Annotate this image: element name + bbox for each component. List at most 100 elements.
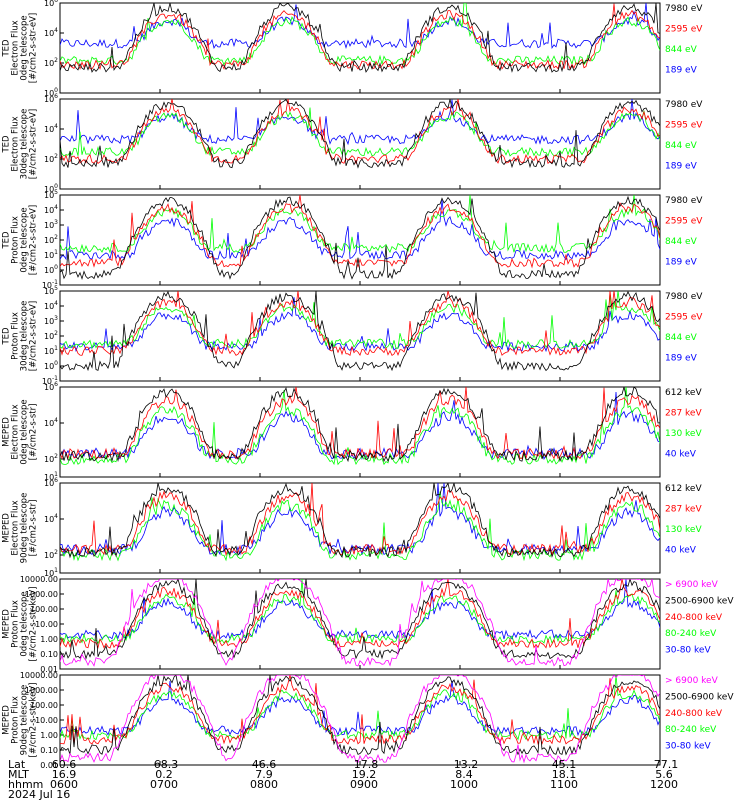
y-tick-label: 104 [44, 300, 58, 311]
y-tick-label: 102 [44, 549, 58, 560]
footer-mlt-value: 8.4 [455, 768, 473, 781]
legend-entry: 130 keV [665, 429, 702, 439]
y-axis-label: MEPED Electron Flux 0deg telescope [#/cm2-s… [2, 399, 39, 464]
y-tick-label: 101 [44, 345, 58, 356]
footer-hhmm-value: 1200 [650, 778, 678, 791]
series-line-green [60, 107, 660, 157]
legend-entry: 7980 eV [665, 4, 703, 14]
y-tick-label: 101 [44, 567, 58, 578]
footer-hhmm-value: 0700 [150, 778, 178, 791]
y-axis-label-line: MEPED [2, 417, 12, 447]
y-tick-label: 0.01 [40, 761, 58, 770]
y-tick-label: 10000.00 [20, 575, 58, 584]
footer-mlt-value: 7.9 [255, 768, 273, 781]
y-axis-label: TED Electron Flux 30deg telescope [#/cm2-s-… [2, 109, 39, 180]
y-axis-label-line: TED [2, 327, 12, 346]
y-tick-label: 1.00 [40, 635, 58, 644]
legend-entry: 2595 eV [665, 25, 703, 35]
series-line-blue [60, 200, 660, 261]
legend-entry: 189 eV [665, 66, 698, 76]
y-tick-label: 10.00 [35, 620, 58, 629]
legend-entry: 287 keV [665, 505, 702, 515]
y-tick-label: 103 [44, 219, 58, 230]
series-line-red [60, 3, 660, 71]
footer-mlt-value: 19.2 [352, 768, 377, 781]
legend-entry: 189 eV [665, 162, 698, 172]
y-tick-label: 1000.00 [25, 590, 58, 599]
y-tick-label: 10000.00 [20, 671, 58, 680]
legend-entry: 7980 eV [665, 292, 703, 302]
chart-panel-8: 0.01 0.10 1.00 10.00 100.00 1000.00 10000.00 ME… [2, 671, 735, 770]
y-axis-label-line: Proton Flux [11, 312, 21, 360]
y-axis-label: MEPED Proton Flux 0deg telescope [#/cm2-s-s… [2, 587, 39, 662]
series-line-green [60, 195, 660, 254]
y-tick-label: 0.10 [40, 746, 58, 755]
legend-entry: 80-240 keV [665, 725, 717, 735]
y-tick-label: 0.01 [40, 665, 58, 674]
y-axis-label-line: 0deg telescope [20, 399, 30, 464]
y-tick-label: 105 [44, 189, 58, 200]
series-line-black [60, 675, 660, 756]
y-tick-label: 1.00 [40, 731, 58, 740]
legend-entry: 2595 eV [665, 313, 703, 323]
y-tick-label: 104 [44, 513, 58, 524]
chart-panel-6: 101 102 104 106 MEPED Electron Flux 90deg tele… [2, 477, 703, 578]
footer-hhmm-value: 1000 [450, 778, 478, 791]
footer-hhmm-value: 0800 [250, 778, 278, 791]
legend-entry: 844 eV [665, 45, 698, 55]
footer-hhmm-value: 0600 [50, 778, 78, 791]
y-tick-label: 100 [44, 87, 58, 98]
series-line-blue [60, 680, 660, 737]
legend-entry: 130 keV [665, 525, 702, 535]
legend-entry: 240-800 keV [665, 613, 723, 623]
y-tick-label: 106 [44, 477, 58, 488]
y-tick-label: 102 [44, 57, 58, 68]
series-line-black [60, 579, 660, 660]
legend-entry: 844 eV [665, 333, 698, 343]
legend-entry: 844 eV [665, 237, 698, 247]
y-axis-label-line: 90deg telescope [20, 493, 30, 564]
series-line-red [60, 195, 660, 269]
footer-mlt-value: 18.1 [552, 768, 577, 781]
series-line-magenta [60, 675, 660, 764]
y-axis-label-line: [#/cm2-s-str] [29, 404, 39, 461]
y-tick-label: 106 [44, 381, 58, 392]
y-tick-label: 103 [44, 315, 58, 326]
y-tick-label: 100 [44, 183, 58, 194]
chart-panel-2: 100 102 104 106 TED Electron Flux 30deg telesc… [2, 93, 704, 194]
y-axis-label-line: 0deg telescope [20, 207, 30, 272]
footer-lat-value: 60.6 [52, 758, 77, 771]
series-line-blue [60, 483, 660, 556]
series-line-black [60, 3, 660, 73]
plot-frame [59, 482, 661, 574]
y-axis-label-line: Proton Flux [11, 600, 21, 648]
footer-mlt-value: 16.9 [52, 768, 77, 781]
legend-entry: 2500-6900 keV [665, 596, 734, 606]
series-line-green [60, 387, 660, 466]
footer-hhmm-value: 1100 [550, 778, 578, 791]
series-line-green [60, 579, 660, 644]
chart-panel-7: 0.01 0.10 1.00 10.00 100.00 1000.00 10000.00 ME… [2, 575, 735, 674]
y-axis-label-line: Electron Flux [11, 20, 21, 75]
y-axis-label-line: Electron Flux [11, 116, 21, 171]
footer-label-hhmm: hhmm [8, 778, 43, 791]
y-axis-label-line: Electron Flux [11, 500, 21, 555]
series-line-red [60, 99, 660, 165]
y-axis-label-line: 0deg telescope [20, 591, 30, 656]
y-axis-label-line: Electron Flux [11, 404, 21, 459]
series-line-black [60, 99, 660, 169]
y-axis-label-line: TED [2, 231, 12, 250]
series-line-green [60, 491, 660, 562]
footer-lat-value: -17.8 [350, 758, 378, 771]
series-line-red [60, 579, 660, 649]
y-axis-label-line: MEPED [2, 609, 12, 639]
y-axis-label-line: 0deg telescope [20, 15, 30, 80]
y-axis-label-line: 90deg telescope [20, 685, 30, 756]
legend-entry: 30-80 keV [665, 646, 711, 656]
legend-entry: 612 keV [665, 388, 702, 398]
y-axis-label-line: MEPED [2, 705, 12, 735]
series-line-black [60, 483, 660, 559]
